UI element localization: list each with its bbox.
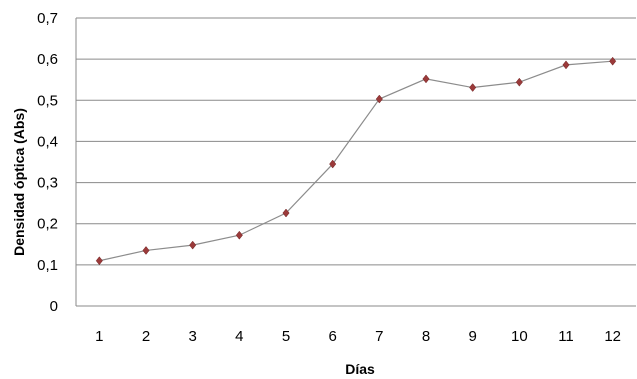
data-point-marker — [189, 240, 197, 250]
x-axis-tick-labels: 1 2 3 4 5 6 7 8 9 10 11 12 — [95, 328, 621, 345]
x-tick-label: 3 — [188, 328, 196, 345]
x-tick-label: 12 — [604, 328, 621, 345]
data-point-marker — [375, 94, 383, 104]
x-tick-label: 6 — [328, 328, 336, 345]
y-tick-label: 0,2 — [37, 216, 58, 233]
y-tick-label: 0,6 — [37, 51, 58, 68]
data-point-marker — [422, 74, 430, 84]
y-tick-label: 0,3 — [37, 175, 58, 192]
series-line — [99, 60, 613, 262]
x-tick-label: 7 — [375, 328, 383, 345]
y-tick-label: 0,4 — [37, 133, 58, 150]
x-tick-label: 5 — [282, 328, 290, 345]
data-point-marker — [469, 83, 477, 92]
y-axis-title: Densidad óptica (Abs) — [11, 108, 27, 256]
data-point-marker — [515, 77, 523, 87]
x-axis-title: Días — [345, 361, 375, 377]
y-tick-label: 0,1 — [37, 257, 58, 274]
x-tick-label: 1 — [95, 328, 103, 345]
x-tick-label: 2 — [142, 328, 150, 345]
data-point-marker — [95, 256, 103, 266]
gridlines — [75, 17, 636, 307]
y-tick-label: 0,7 — [37, 10, 58, 27]
y-axis-tick-labels: 0 0,1 0,2 0,3 0,4 0,5 0,6 0,7 — [37, 10, 58, 315]
x-tick-label: 10 — [511, 328, 528, 345]
y-tick-label: 0 — [50, 298, 58, 315]
x-tick-label: 9 — [468, 328, 476, 345]
y-tick-label: 0,5 — [37, 92, 58, 109]
x-tick-label: 4 — [235, 328, 243, 345]
data-point-marker — [235, 230, 243, 240]
data-point-marker — [282, 208, 290, 218]
series-markers — [95, 56, 617, 266]
data-point-marker — [609, 56, 617, 66]
data-point-marker — [142, 246, 150, 255]
data-point-marker — [329, 159, 337, 169]
x-tick-label: 8 — [422, 328, 430, 345]
x-tick-label: 11 — [558, 328, 574, 345]
data-point-marker — [562, 60, 570, 70]
